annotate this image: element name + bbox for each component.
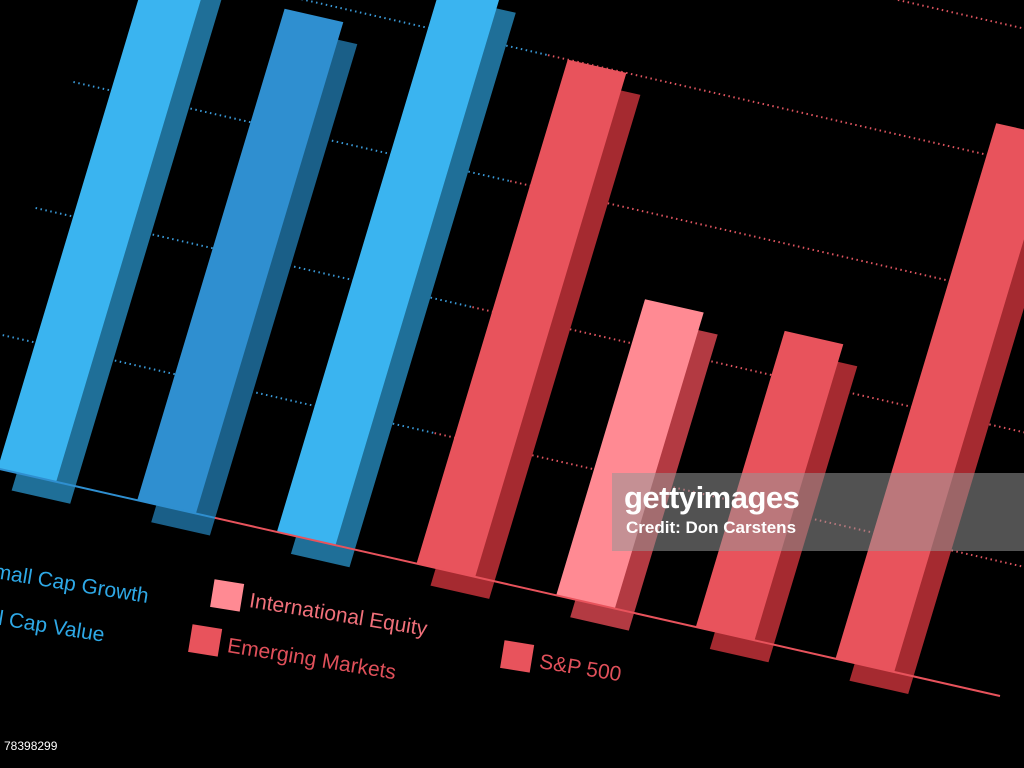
legend-label-0: mall Cap Growth [0,560,150,608]
gridline-red-2 [509,180,1024,299]
bars [0,0,1024,672]
gridline-red-4 [893,0,1024,30]
watermark-banner [612,473,1024,551]
legend-label-3: Emerging Markets [226,634,398,684]
legend-entry-0: mall Cap Growth [0,560,150,608]
legend-swatch-2 [210,579,245,612]
bar-3 [416,59,627,577]
bar-0 [0,0,201,482]
legend-label-4: S&P 500 [538,650,623,686]
bar-4 [556,299,704,609]
legend-entry-1: ll Cap Value [0,606,106,647]
bar-2 [276,0,500,546]
watermark-credit: Credit: Don Carstens [626,518,797,537]
legend-entry-4: S&P 500 [500,640,623,686]
gridline-red-3 [547,54,1024,165]
legend-label-2: International Equity [248,589,430,641]
legend-swatch-4 [500,640,535,673]
bar-1 [137,8,344,514]
image-id: 78398299 [4,739,58,753]
legend-swatch-3 [188,624,223,657]
legend-label-1: ll Cap Value [0,606,106,647]
legend-entry-2: International Equity [210,579,430,641]
axis-blue [0,468,216,519]
axis-red [214,516,1001,697]
legend-entry-3: Emerging Markets [188,624,398,684]
watermark-logo: gettyimages [624,480,800,515]
baseline-axis [0,468,1001,697]
